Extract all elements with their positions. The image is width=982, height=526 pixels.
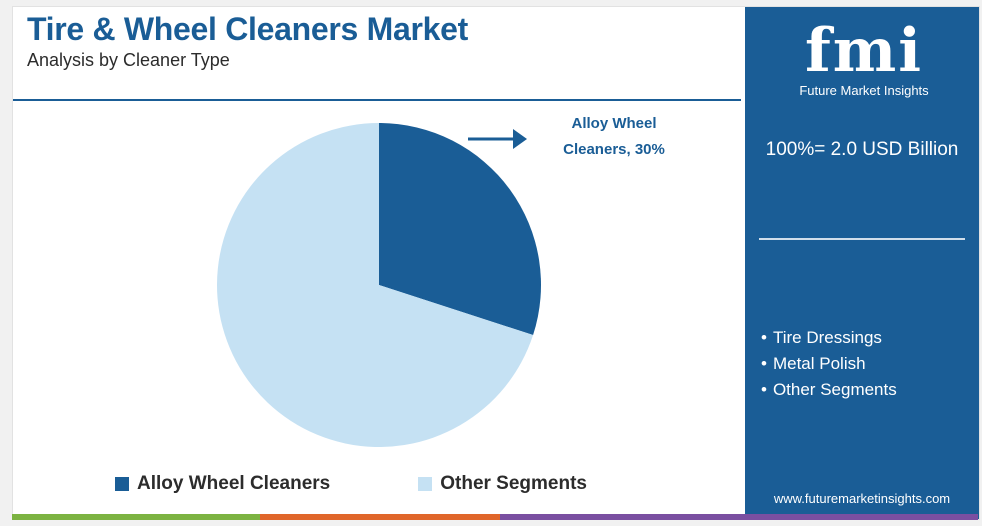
slice-annotation-line1: Alloy Wheel <box>571 115 657 132</box>
pie-slice-alloy-wheel-cleaners <box>379 123 541 336</box>
chart-subtitle: Analysis by Cleaner Type <box>27 50 230 70</box>
slice-annotation: Alloy Wheel Cleaners, 30% <box>559 111 669 163</box>
segment-item: Metal Polish <box>761 351 897 377</box>
bar-segment-purple <box>500 514 978 520</box>
chart-legend: Alloy Wheel Cleaners Other Segments <box>115 473 587 495</box>
bar-segment-green <box>12 514 260 520</box>
info-panel: fmi Future Market Insights 100%= 2.0 USD… <box>745 7 979 519</box>
legend-label: Other Segments <box>440 473 587 494</box>
segment-list: Tire Dressings Metal Polish Other Segmen… <box>761 325 897 403</box>
bar-segment-orange <box>260 514 500 520</box>
panel-divider <box>759 238 965 240</box>
slice-annotation-line2: Cleaners, 30% <box>563 141 665 158</box>
legend-item-other-segments: Other Segments <box>418 473 587 495</box>
fmi-logo: fmi Future Market Insights <box>779 16 949 98</box>
legend-swatch-dark <box>115 477 129 491</box>
chart-title: Tire & Wheel Cleaners Market <box>27 11 468 47</box>
legend-item-alloy-wheel-cleaners: Alloy Wheel Cleaners <box>115 473 330 495</box>
website-url: www.futuremarketinsights.com <box>773 491 951 506</box>
chart-card: Tire & Wheel Cleaners Market Analysis by… <box>12 6 980 520</box>
segment-item: Other Segments <box>761 377 897 403</box>
bottom-color-bar <box>12 514 978 520</box>
logo-subtitle: Future Market Insights <box>799 83 929 98</box>
title-underline <box>13 99 741 101</box>
legend-swatch-light <box>418 477 433 491</box>
logo-wordmark: fmi <box>804 16 924 86</box>
annotation-arrow <box>468 129 527 149</box>
market-total: 100%= 2.0 USD Billion <box>765 139 959 160</box>
pie-slice-other-segments <box>216 123 534 447</box>
legend-label: Alloy Wheel Cleaners <box>137 473 331 494</box>
pie-chart <box>216 123 541 447</box>
segment-item: Tire Dressings <box>761 325 897 351</box>
